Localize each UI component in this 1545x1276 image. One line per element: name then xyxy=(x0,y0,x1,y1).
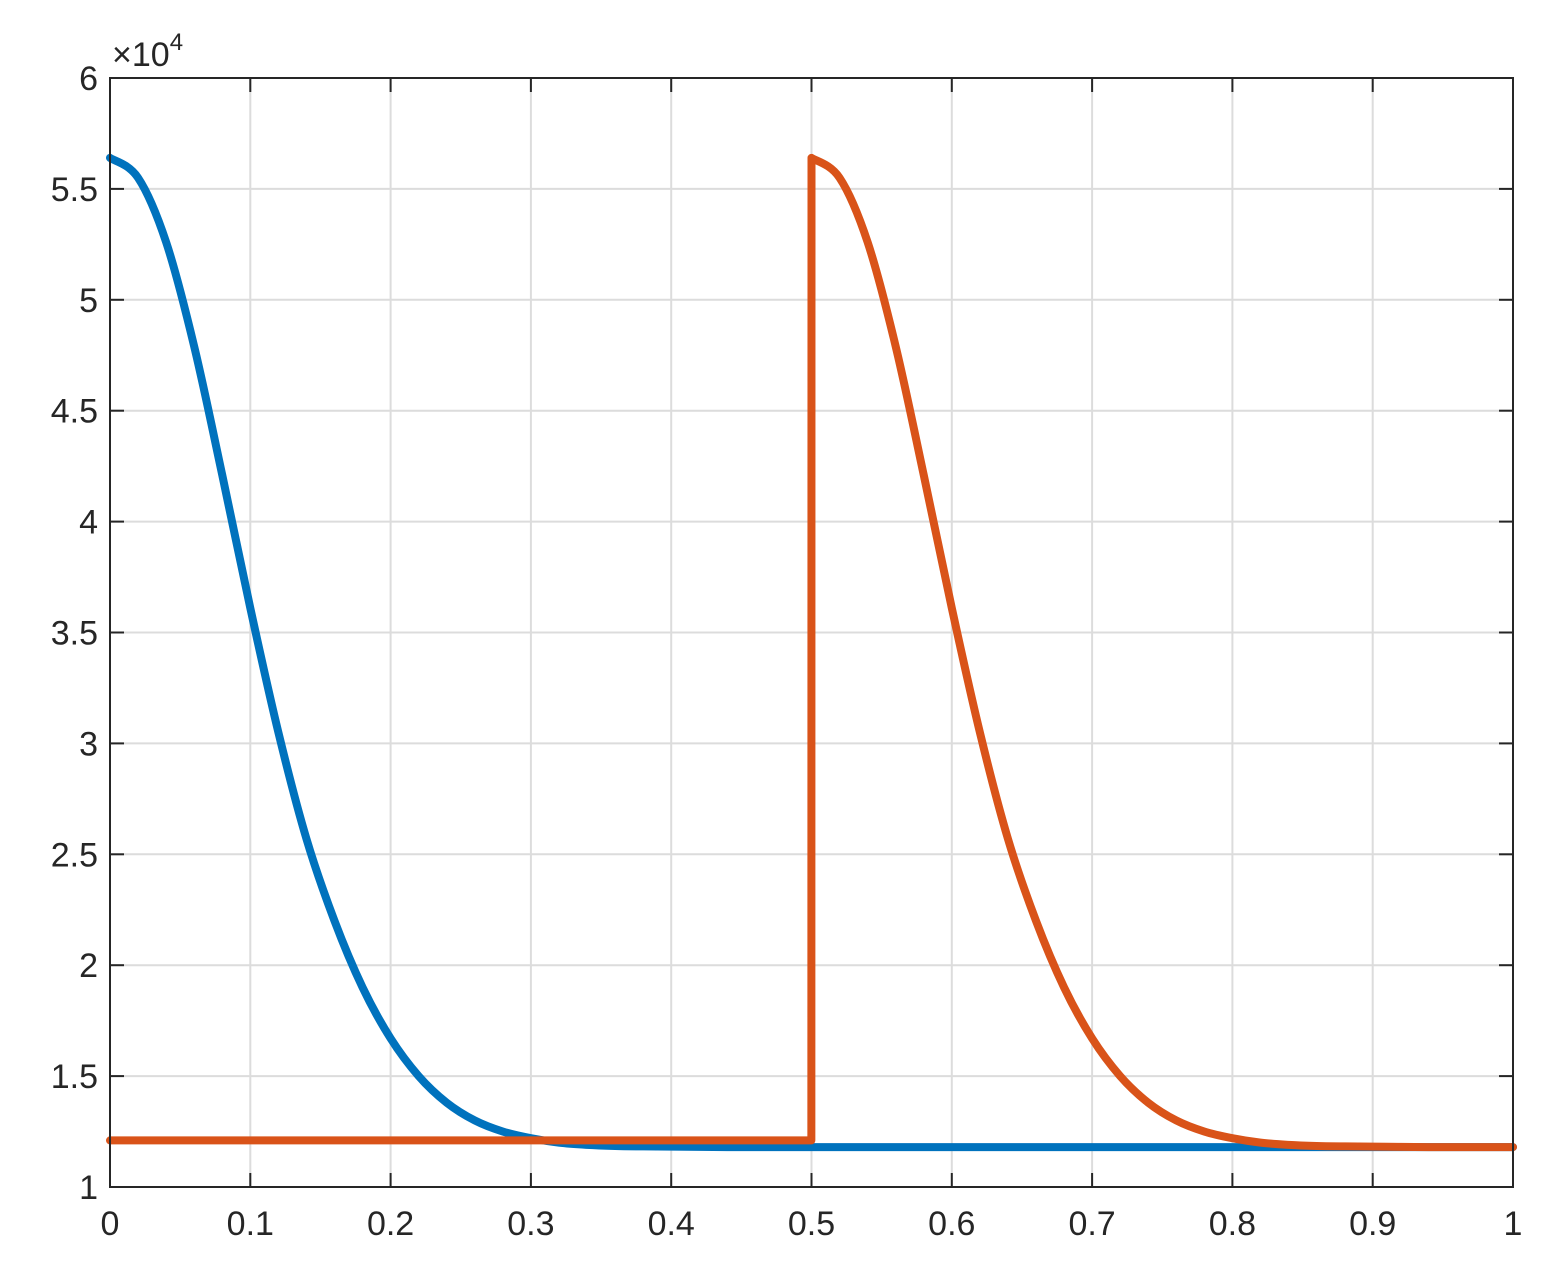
x-tick-label: 0.9 xyxy=(1349,1205,1396,1243)
x-tick-label: 0.8 xyxy=(1209,1205,1256,1243)
x-tick-label: 0.1 xyxy=(227,1205,274,1243)
y-tick-label: 2.5 xyxy=(51,836,98,874)
x-tick-label: 0.2 xyxy=(367,1205,414,1243)
x-tick-labels: 0 0.1 0.2 0.3 0.4 0.5 0.6 0.7 0.8 0.9 1 xyxy=(101,1205,1523,1243)
x-tick-label: 0.3 xyxy=(507,1205,554,1243)
y-exponent-power: 4 xyxy=(170,29,183,56)
y-tick-label: 1 xyxy=(79,1169,98,1207)
x-tick-label: 0 xyxy=(101,1205,120,1243)
y-exponent-base: ×10 xyxy=(112,36,170,74)
y-tick-label: 5 xyxy=(79,282,98,320)
x-tick-label: 1 xyxy=(1504,1205,1523,1243)
y-tick-label: 6 xyxy=(79,60,98,98)
y-exponent-label: ×104 xyxy=(112,29,183,74)
y-tick-label: 5.5 xyxy=(51,171,98,209)
x-tick-label: 0.6 xyxy=(928,1205,975,1243)
y-tick-label: 2 xyxy=(79,947,98,985)
x-tick-label: 0.5 xyxy=(788,1205,835,1243)
y-tick-labels: 1 1.5 2 2.5 3 3.5 4 4.5 5 5.5 6 xyxy=(51,60,98,1207)
x-tick-label: 0.4 xyxy=(648,1205,695,1243)
y-tick-label: 4 xyxy=(79,504,98,542)
y-tick-label: 3.5 xyxy=(51,615,98,653)
series-layer xyxy=(106,153,1517,1152)
series-line-1 xyxy=(106,153,1517,1152)
series-line-2 xyxy=(106,153,1517,1152)
x-tick-label: 0.7 xyxy=(1068,1205,1115,1243)
y-tick-label: 1.5 xyxy=(51,1058,98,1096)
tick-marks xyxy=(109,77,1514,1188)
y-tick-label: 4.5 xyxy=(51,393,98,431)
y-tick-label: 3 xyxy=(79,725,98,763)
